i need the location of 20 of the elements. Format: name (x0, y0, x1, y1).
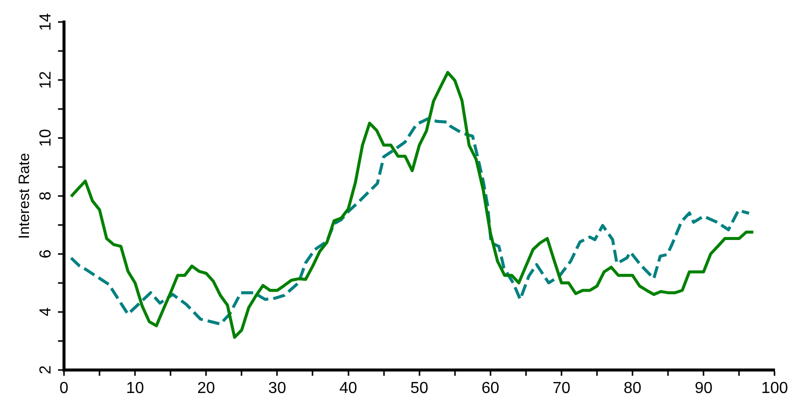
x-tick-label: 30 (268, 380, 286, 397)
y-tick-label: 12 (37, 70, 54, 89)
x-tick-label: 90 (694, 380, 713, 397)
x-tick-label: 0 (60, 380, 69, 397)
x-tick-label: 10 (126, 380, 144, 397)
y-tick-label: 8 (37, 191, 54, 200)
x-tick-label: 70 (552, 380, 570, 397)
y-tick-label: 14 (37, 13, 54, 31)
x-tick-label: 80 (624, 380, 642, 397)
y-tick-label: 6 (37, 249, 54, 258)
x-tick-label: 40 (339, 380, 358, 397)
line-series (70, 117, 751, 326)
y-tick-label: 4 (37, 307, 54, 316)
x-tick-label: 50 (410, 380, 428, 397)
x-tick-label: 60 (481, 380, 500, 397)
y-axis-title: Interest Rate (16, 152, 34, 239)
y-tick-label: 2 (37, 365, 54, 374)
x-tick-label: 100 (761, 380, 788, 397)
x-tick-label: 20 (197, 380, 216, 397)
y-tick-label: 10 (37, 128, 54, 147)
